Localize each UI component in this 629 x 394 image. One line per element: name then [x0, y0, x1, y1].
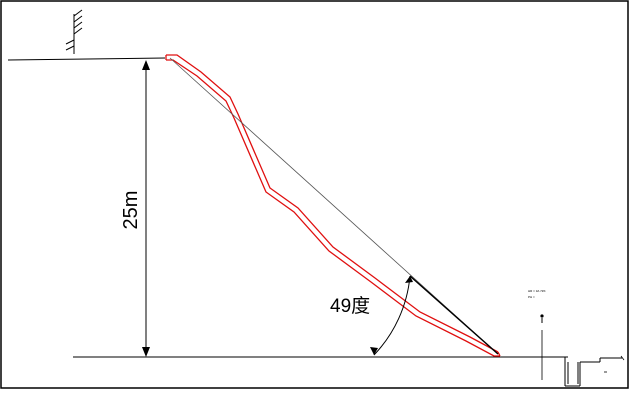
slope-profile-lower — [166, 59, 500, 357]
height-label: 25m — [120, 191, 142, 230]
slope-profile-toe-cap — [497, 351, 501, 357]
angle-arc-arrowhead-top — [405, 276, 413, 283]
angle-arc — [373, 275, 411, 356]
edge-tick-mark — [620, 355, 625, 361]
tiny-note-line-2: PH = — [528, 295, 535, 299]
pole-marker-icon — [540, 314, 544, 380]
slope-profile-upper — [166, 54, 499, 353]
angle-label: 49度 — [330, 295, 370, 317]
tiny-note-line-1: HR = 3A 7ZK — [528, 289, 546, 293]
angle-reference-line — [409, 275, 499, 355]
culvert-box — [564, 357, 622, 387]
angle-arc-arrowhead-bottom — [370, 347, 378, 355]
height-dimension-arrow-top — [142, 60, 150, 70]
ground-hatch-symbol — [65, 9, 83, 54]
right-detail-block: HR = 3A 7ZK PH = — [528, 289, 625, 387]
crest-ground-line — [7, 57, 166, 61]
height-dimension-arrow-bottom — [142, 347, 150, 357]
